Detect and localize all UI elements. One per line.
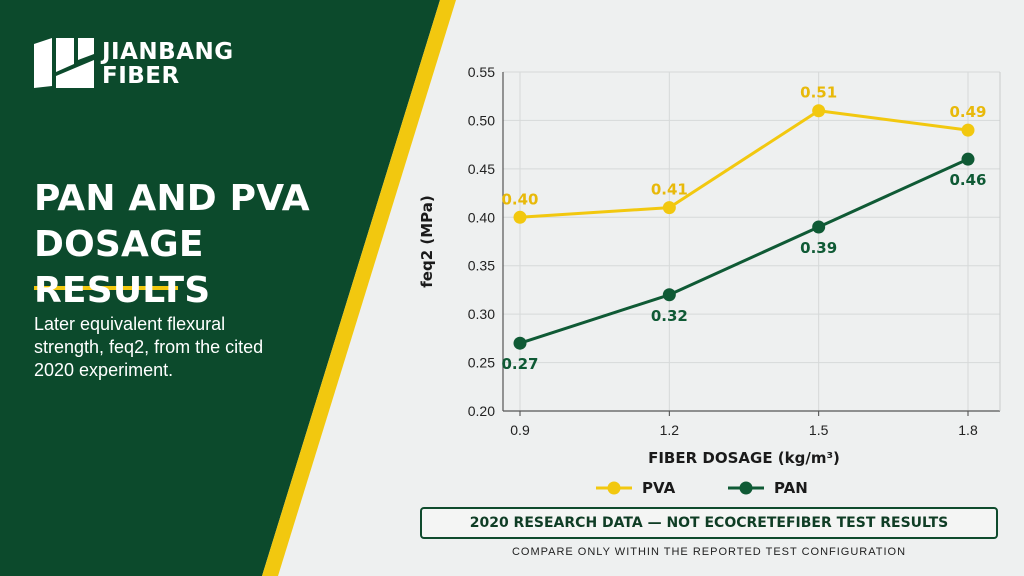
brand-name-line2: FIBER bbox=[102, 63, 180, 89]
data-point-pan bbox=[812, 220, 826, 234]
series-line-pan bbox=[519, 157, 969, 345]
page-title: PAN AND PVA DOSAGE RESULTS bbox=[34, 176, 364, 314]
x-tick-label: 1.8 bbox=[958, 422, 978, 438]
data-label-pva: 0.41 bbox=[651, 181, 688, 199]
data-point-pva bbox=[513, 210, 527, 224]
data-label-pan: 0.32 bbox=[651, 307, 688, 325]
legend-label-pan: PAN bbox=[774, 479, 808, 497]
y-tick-label: 0.20 bbox=[468, 403, 495, 419]
y-tick-label: 0.30 bbox=[468, 306, 495, 322]
legend-label-pva: PVA bbox=[642, 479, 676, 497]
subtitle-description: Later equivalent flexural strength, feq2… bbox=[34, 314, 264, 380]
y-tick-label: 0.35 bbox=[468, 258, 495, 274]
chart-series bbox=[513, 104, 975, 350]
data-label-pva: 0.40 bbox=[501, 190, 538, 208]
disclaimer-box: 2020 RESEARCH DATA — NOT ECOCRETEFIBER T… bbox=[420, 507, 998, 539]
y-tick-label: 0.45 bbox=[468, 161, 495, 177]
data-point-pva bbox=[812, 104, 826, 118]
data-label-pva: 0.49 bbox=[949, 103, 986, 121]
page-title-line2: DOSAGE RESULTS bbox=[34, 224, 211, 311]
disclaimer-text: 2020 RESEARCH DATA — NOT ECOCRETEFIBER T… bbox=[469, 515, 949, 531]
data-point-pva bbox=[961, 123, 975, 137]
data-label-pan: 0.39 bbox=[800, 239, 837, 257]
y-tick-label: 0.50 bbox=[468, 112, 495, 128]
chart-legend: PVA PAN bbox=[596, 479, 808, 497]
x-axis-title: FIBER DOSAGE (kg/m³) bbox=[648, 449, 840, 467]
legend-marker-pan bbox=[739, 481, 753, 495]
y-tick-label: 0.25 bbox=[468, 355, 495, 371]
x-tick-label: 0.9 bbox=[510, 422, 530, 438]
brand-name: JIANBANG FIBER bbox=[102, 40, 234, 88]
series-line-pva bbox=[519, 109, 969, 219]
data-label-pva: 0.51 bbox=[800, 84, 837, 102]
data-label-pan: 0.27 bbox=[501, 355, 538, 373]
chart-axes bbox=[502, 72, 1001, 416]
page-title-line1: PAN AND PVA bbox=[34, 178, 310, 219]
y-tick-label: 0.40 bbox=[468, 209, 495, 225]
brand-name-line1: JIANBANG bbox=[102, 39, 234, 65]
data-point-pan bbox=[961, 152, 975, 166]
legend-marker-pva bbox=[607, 481, 621, 495]
x-tick-label: 1.2 bbox=[660, 422, 680, 438]
data-point-pan bbox=[662, 288, 676, 302]
green-panel bbox=[0, 0, 440, 576]
chart-labels: 0.20 0.25 0.30 0.35 0.40 0.45 0.50 0.55 0.9 1.2 1.… bbox=[418, 64, 987, 467]
footnote: COMPARE ONLY WITHIN THE REPORTED TEST CO… bbox=[511, 546, 907, 558]
x-tick-label: 1.5 bbox=[809, 422, 829, 438]
y-tick-label: 0.55 bbox=[468, 64, 495, 80]
yellow-diagonal-stripe bbox=[262, 0, 456, 576]
data-point-pva bbox=[662, 201, 676, 215]
y-axis-title: feq2 (MPa) bbox=[418, 195, 436, 287]
data-point-pan bbox=[513, 336, 527, 350]
data-label-pan: 0.46 bbox=[949, 171, 986, 189]
chart-grid bbox=[503, 71, 1000, 412]
headline-underline bbox=[34, 286, 178, 290]
brand-logo-icon bbox=[34, 38, 94, 88]
